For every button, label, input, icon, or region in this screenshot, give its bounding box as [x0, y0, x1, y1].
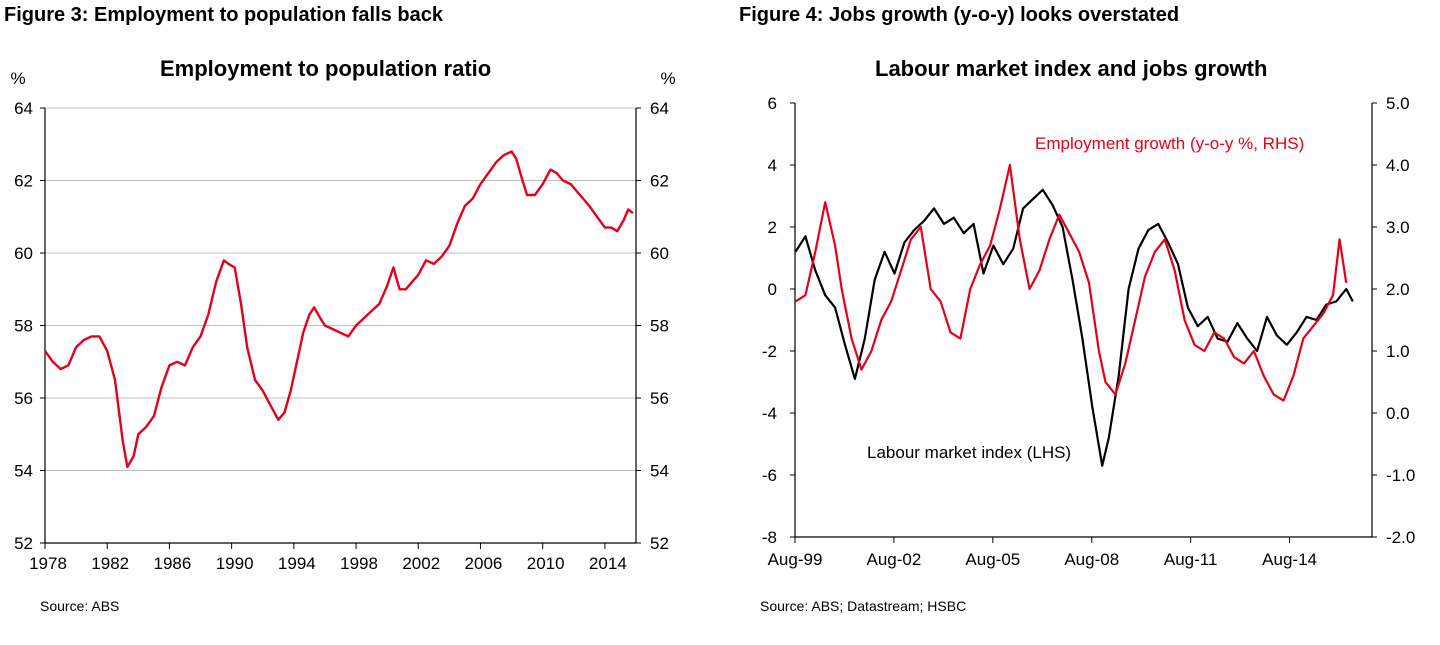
series-line-employment-ratio — [44, 150, 634, 469]
x-tick-label: 2002 — [402, 554, 440, 573]
x-tick-label: Aug-02 — [867, 550, 922, 569]
x-tick-label: Aug-14 — [1262, 550, 1317, 569]
chart-1-title: Employment to population ratio — [160, 56, 492, 81]
y-tick-label-left: 56 — [14, 389, 33, 408]
series-label-employment-growth: Employment growth (y-o-y %, RHS) — [1035, 134, 1304, 153]
y-tick-label-right: 52 — [650, 534, 669, 553]
y-tick-label-left: 58 — [14, 317, 33, 336]
y-unit-label-left: % — [10, 69, 25, 88]
y-tick-label-left: 6 — [768, 94, 777, 113]
y-tick-label-left: 54 — [14, 462, 33, 481]
y-tick-label-left: 62 — [14, 172, 33, 191]
y-tick-label-left: 0 — [768, 280, 777, 299]
x-tick-label: 2006 — [465, 554, 503, 573]
x-tick-label: 1998 — [340, 554, 378, 573]
figure-4-title: Figure 4: Jobs growth (y-o-y) looks over… — [739, 4, 1180, 26]
y-tick-label-left: 52 — [14, 534, 33, 553]
chart-2-labour-market: -8 -6 -4 -2 0 2 4 6 -2.0 -1.0 0.0 1.0 2.0 3.0 4.0 5.0 Au… — [762, 94, 1415, 569]
y-tick-label-left: 2 — [768, 218, 777, 237]
x-tick-label: 2014 — [589, 554, 627, 573]
y-tick-label-left: 60 — [14, 244, 33, 263]
y-tick-label-left: 64 — [14, 99, 33, 118]
y-tick-label-right: 4.0 — [1386, 156, 1410, 175]
figure-3-panel: Figure 3: Employment to population falls… — [4, 4, 676, 614]
y-tick-label-right: 60 — [650, 244, 669, 263]
x-tick-label: Aug-99 — [768, 550, 823, 569]
figure-3-source: Source: ABS — [40, 598, 120, 614]
figure-3-title: Figure 3: Employment to population falls… — [4, 4, 443, 26]
chart-1-employment-ratio: 52 52 54 54 56 56 58 58 60 60 62 62 64 64% % 1978 1982 19… — [10, 69, 675, 573]
x-tick-label: Aug-11 — [1164, 550, 1218, 569]
series-line-employment-growth — [794, 163, 1348, 402]
x-tick-label: 1986 — [154, 554, 192, 573]
y-tick-label-right: -2.0 — [1386, 528, 1415, 547]
x-tick-label: Aug-05 — [965, 550, 1020, 569]
y-tick-label-left: -4 — [762, 404, 777, 423]
y-tick-label-left: -2 — [762, 342, 777, 361]
y-tick-label-left: -6 — [762, 466, 777, 485]
y-tick-label-right: 54 — [650, 462, 669, 481]
y-tick-label-right: 64 — [650, 99, 669, 118]
series-label-labour-market-index: Labour market index (LHS) — [867, 443, 1071, 462]
y-tick-label-right: 2.0 — [1386, 280, 1410, 299]
y-tick-label-right: 5.0 — [1386, 94, 1410, 113]
x-tick-label: 1994 — [278, 554, 316, 573]
y-tick-label-right: 0.0 — [1386, 404, 1410, 423]
y-tick-label-right: 1.0 — [1386, 342, 1410, 361]
y-tick-label-right: 3.0 — [1386, 218, 1410, 237]
x-tick-label: 2010 — [527, 554, 565, 573]
figure-4-panel: Figure 4: Jobs growth (y-o-y) looks over… — [735, 0, 1440, 645]
series-line-labour-market-index — [794, 188, 1354, 467]
y-tick-label-right: 58 — [650, 317, 669, 336]
x-tick-label: 1982 — [91, 554, 129, 573]
y-tick-label-right: -1.0 — [1386, 466, 1415, 485]
x-tick-label: Aug-08 — [1064, 550, 1119, 569]
chart-2-title: Labour market index and jobs growth — [875, 56, 1268, 81]
y-tick-label-left: -8 — [762, 528, 777, 547]
x-tick-label: 1990 — [216, 554, 254, 573]
y-tick-label-left: 4 — [768, 156, 777, 175]
y-tick-label-right: 62 — [650, 172, 669, 191]
y-tick-label-right: 56 — [650, 389, 669, 408]
y-unit-label-right: % — [660, 69, 675, 88]
figure-4-source: Source: ABS; Datastream; HSBC — [760, 598, 967, 614]
x-tick-label: 1978 — [29, 554, 67, 573]
